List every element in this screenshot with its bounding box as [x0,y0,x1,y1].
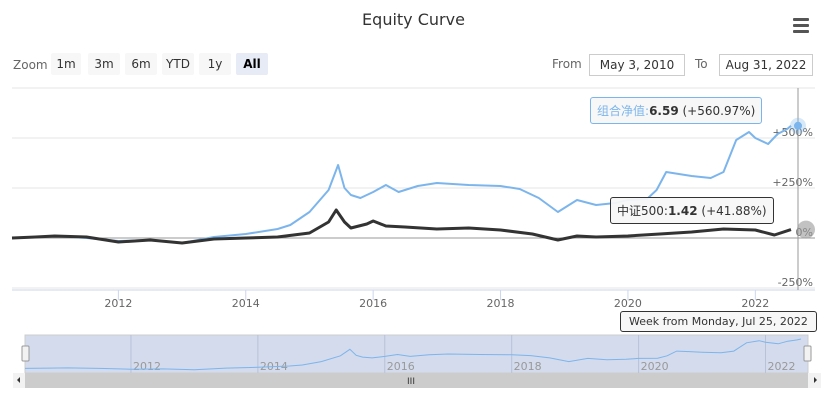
benchmark-value: 1.42 [667,204,698,218]
y-tick-label: +500% [772,126,813,139]
x-tick-label: 2016 [359,297,387,310]
to-date-input[interactable]: Aug 31, 2022 [719,54,813,76]
zoom-label: Zoom [13,58,48,72]
benchmark-line [11,208,792,245]
navigator-tick-label: 2018 [514,360,542,373]
benchmark-change: (+41.88%) [701,204,767,218]
portfolio-series-name: 组合净值 [597,104,646,118]
scroll-right-arrow-icon[interactable] [814,377,817,383]
from-date-input[interactable]: May 3, 2010 [589,54,685,76]
portfolio-change: (+560.97%) [682,104,756,118]
portfolio-value: 6.59 [649,104,679,118]
x-tick-label: 2018 [487,297,515,310]
scroll-left-arrow-icon[interactable] [17,377,20,383]
navigator-left-handle[interactable] [21,345,30,362]
scrollbar-grip-icon: III [407,377,415,387]
date-tooltip: Week from Monday, Jul 25, 2022 [620,311,817,332]
scrollbar-thumb[interactable] [25,373,808,388]
navigator-tick-label: 2012 [133,360,161,373]
benchmark-series-name: 中证500 [617,204,664,218]
portfolio-tooltip: 组合净值:6.59 (+560.97%) [590,97,763,124]
zoom-1y-button[interactable]: 1y [199,53,231,75]
x-tick-label: 2020 [614,297,642,310]
from-label: From [552,57,582,71]
zoom-all-button[interactable]: All [236,53,268,75]
zoom-6m-button[interactable]: 6m [125,53,157,75]
chart-title: Equity Curve [362,10,465,29]
navigator-mask[interactable] [24,334,809,374]
navigator-tick-label: 2022 [767,360,795,373]
benchmark-tooltip: 中证500:1.42 (+41.88%) [610,197,774,224]
zoom-ytd-button[interactable]: YTD [162,53,194,75]
navigator-tick-label: 2016 [387,360,415,373]
to-label: To [695,57,708,71]
navigator-right-handle[interactable] [803,345,812,362]
zoom-3m-button[interactable]: 3m [88,53,120,75]
x-tick-label: 2012 [104,297,132,310]
y-tick-label: -250% [778,276,813,289]
zoom-1m-button[interactable]: 1m [51,53,81,75]
x-tick-label: 2014 [232,297,260,310]
y-tick-label: +250% [772,176,813,189]
navigator-series-line [24,338,802,371]
portfolio-line [11,125,792,244]
benchmark-hover-marker [797,220,815,239]
menu-icon[interactable] [793,18,809,36]
x-tick-label: 2022 [741,297,769,310]
navigator-tick-label: 2020 [641,360,669,373]
portfolio-point [794,121,802,130]
